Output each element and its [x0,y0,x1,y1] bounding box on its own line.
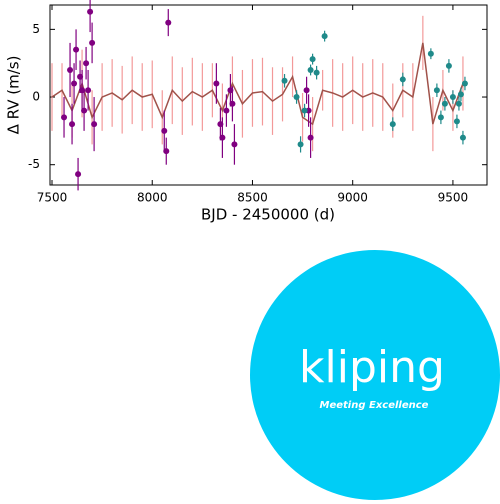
data-point [229,100,236,107]
logo-circle [250,250,500,500]
x-tick-label: 8500 [237,191,268,205]
y-tick-label: -5 [28,157,40,171]
y-tick-label: 0 [32,90,40,104]
data-point [87,8,94,15]
data-point [293,94,300,101]
data-point [281,77,288,84]
data-point [161,127,168,134]
data-point [459,134,466,141]
data-point [433,87,440,94]
data-point [301,107,308,114]
logo-tagline: Meeting Excellence [320,400,429,411]
data-point [389,121,396,128]
data-point [297,141,304,148]
data-point [165,19,172,26]
data-point [219,134,226,141]
y-tick-label: 5 [32,22,40,36]
x-tick-label: 7500 [37,191,68,205]
data-point [441,100,448,107]
plot-frame [49,4,488,186]
logo-name: kliping [299,342,445,393]
data-point [71,80,78,87]
data-point [445,62,452,69]
data-point [61,114,68,121]
data-point [449,94,456,101]
data-point [427,50,434,57]
data-point [69,121,76,128]
data-point [321,33,328,40]
x-tick-label: 8000 [137,191,168,205]
x-tick-label: 9500 [438,191,469,205]
x-axis-label: BJD - 2450000 (d) [201,206,335,224]
data-point [163,148,170,155]
data-point [399,76,406,83]
data-point [91,121,98,128]
data-point [231,141,238,148]
data-point [307,66,314,73]
data-point [457,91,464,98]
data-point [223,107,230,114]
data-point [437,114,444,121]
data-point [75,171,82,178]
data-point [73,46,80,53]
data-point [67,66,74,73]
data-point [307,134,314,141]
data-point [303,87,310,94]
data-point [453,118,460,125]
data-point [313,69,320,76]
data-point [455,100,462,107]
data-point [309,56,316,63]
data-point [83,60,90,67]
data-point [213,80,220,87]
data-point [89,39,96,46]
data-point [461,80,468,87]
y-axis-label: Δ RV (m/s) [5,56,23,135]
model-line [51,42,464,126]
data-point [85,87,92,94]
data-point [81,107,88,114]
x-tick-label: 9000 [337,191,368,205]
